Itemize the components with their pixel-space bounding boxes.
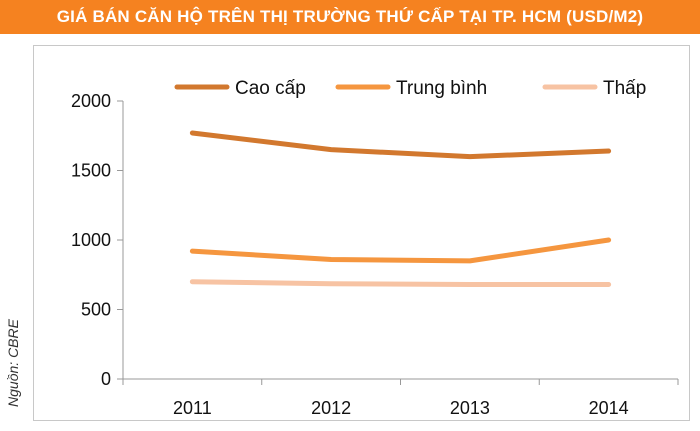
y-tick-label: 2000 — [71, 91, 111, 111]
series-line-2 — [189, 237, 612, 264]
legend: Cao cấp Trung bình Thấp — [174, 78, 646, 99]
legend-label: Cao cấp — [235, 78, 306, 99]
legend-label: Trung bình — [396, 78, 487, 99]
legend-label: Thấp — [603, 78, 646, 99]
axes: 0 500 1000 1500 2000 2011 2012 2013 2014 — [71, 91, 679, 418]
y-tick-label: 1500 — [71, 161, 111, 181]
y-tick-label: 0 — [101, 369, 111, 389]
series-line-3 — [189, 279, 612, 287]
chart-title: GIÁ BÁN CĂN HỘ TRÊN THỊ TRƯỜNG THỨ CẤP T… — [0, 0, 700, 34]
y-tick-label: 500 — [81, 300, 111, 320]
series-line-1 — [189, 130, 612, 160]
chart-frame — [33, 45, 690, 421]
x-tick-label: 2014 — [589, 398, 629, 418]
x-tick-label: 2013 — [450, 398, 490, 418]
x-tick-label: 2011 — [173, 398, 212, 418]
x-tick-label: 2012 — [311, 398, 351, 418]
y-tick-label: 1000 — [71, 230, 111, 250]
series-lines — [189, 130, 612, 287]
